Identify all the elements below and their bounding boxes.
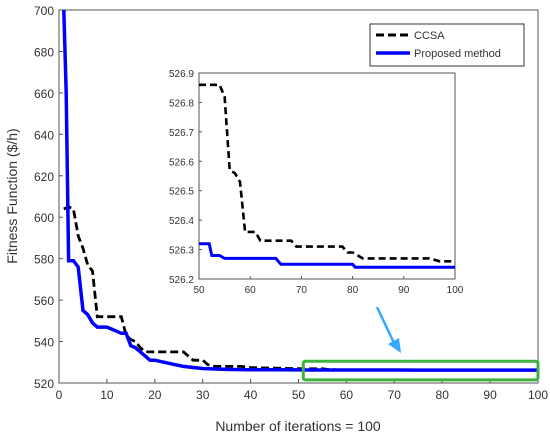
- main-y-tick-label: 560: [34, 294, 54, 308]
- main-x-tick-label: 0: [56, 388, 63, 402]
- main-y-tick-label: 540: [34, 336, 54, 350]
- main-y-tick-label: 580: [34, 253, 54, 267]
- inset-axes: 50 60 70 80 90 100 526.2 526.3 526.4 526.5 526.6 52…: [169, 69, 464, 296]
- inset-x-tick-label: 100: [447, 285, 464, 296]
- zoom-arrow: [375, 306, 401, 353]
- legend-ccsa-label: CCSA: [414, 30, 445, 42]
- inset-y-tick-label: 526.5: [169, 187, 194, 198]
- inset-series-proposed-line: [199, 242, 455, 269]
- inset-y-tick-label: 526.7: [169, 128, 194, 139]
- inset-y-tick-label: 526.4: [169, 216, 194, 227]
- inset-tick-group: 50 60 70 80 90 100 526.2 526.3 526.4 526.5 526.6 52…: [169, 69, 464, 296]
- inset-series-ccsa-line: [199, 83, 455, 263]
- inset-y-tick-label: 526.2: [169, 275, 194, 286]
- main-y-tick-label: 520: [34, 377, 54, 391]
- main-y-tick-label: 620: [34, 170, 54, 184]
- main-x-tick-label: 10: [100, 388, 114, 402]
- zoom-region-box: [301, 359, 540, 382]
- inset-y-tick-label: 526.3: [169, 246, 194, 257]
- main-axes: 0 10 20 30 40 50 60 70 80 90 100 520 540 560 580 600 620…: [4, 4, 548, 434]
- main-x-tick-label: 20: [148, 388, 162, 402]
- inset-plot-area: [198, 72, 456, 280]
- main-y-axis-label: Fitness Function ($/h): [4, 128, 20, 263]
- main-x-tick-label: 60: [340, 388, 354, 402]
- main-y-tick-label: 700: [34, 4, 54, 18]
- main-x-tick-label: 40: [244, 388, 258, 402]
- legend-box: [369, 23, 525, 67]
- inset-y-tick-label: 526.6: [169, 157, 194, 168]
- main-y-tick-label: 660: [34, 87, 54, 101]
- main-x-tick-label: 50: [292, 388, 306, 402]
- main-x-tick-label: 30: [196, 388, 210, 402]
- main-y-tick-label: 640: [34, 128, 54, 142]
- inset-x-tick-label: 60: [245, 285, 257, 296]
- main-series-group: [62, 10, 538, 372]
- inset-x-tick-label: 70: [296, 285, 308, 296]
- main-x-axis-label: Number of iterations = 100: [215, 418, 381, 434]
- inset-x-tick-label: 50: [193, 285, 205, 296]
- arrow-head: [388, 338, 401, 353]
- main-x-tick-label: 90: [483, 388, 497, 402]
- main-x-tick-label: 80: [436, 388, 450, 402]
- main-x-tick-label: 70: [388, 388, 402, 402]
- main-x-tick-label: 100: [528, 388, 548, 402]
- main-y-tick-label: 680: [34, 45, 54, 59]
- legend-proposed-label: Proposed method: [414, 48, 501, 60]
- inset-y-tick-label: 526.8: [169, 98, 194, 109]
- inset-x-tick-label: 80: [347, 285, 359, 296]
- inset-series-group: [199, 83, 455, 269]
- legend: CCSA Proposed method: [369, 23, 525, 67]
- arrow-shaft: [375, 306, 396, 344]
- main-series-proposed-line: [62, 10, 538, 372]
- inset-x-tick-label: 90: [398, 285, 410, 296]
- main-tick-group: 0 10 20 30 40 50 60 70 80 90 100 520 540 560 580 600 620…: [34, 4, 548, 402]
- inset-y-tick-label: 526.9: [169, 69, 194, 80]
- main-y-tick-label: 600: [34, 211, 54, 225]
